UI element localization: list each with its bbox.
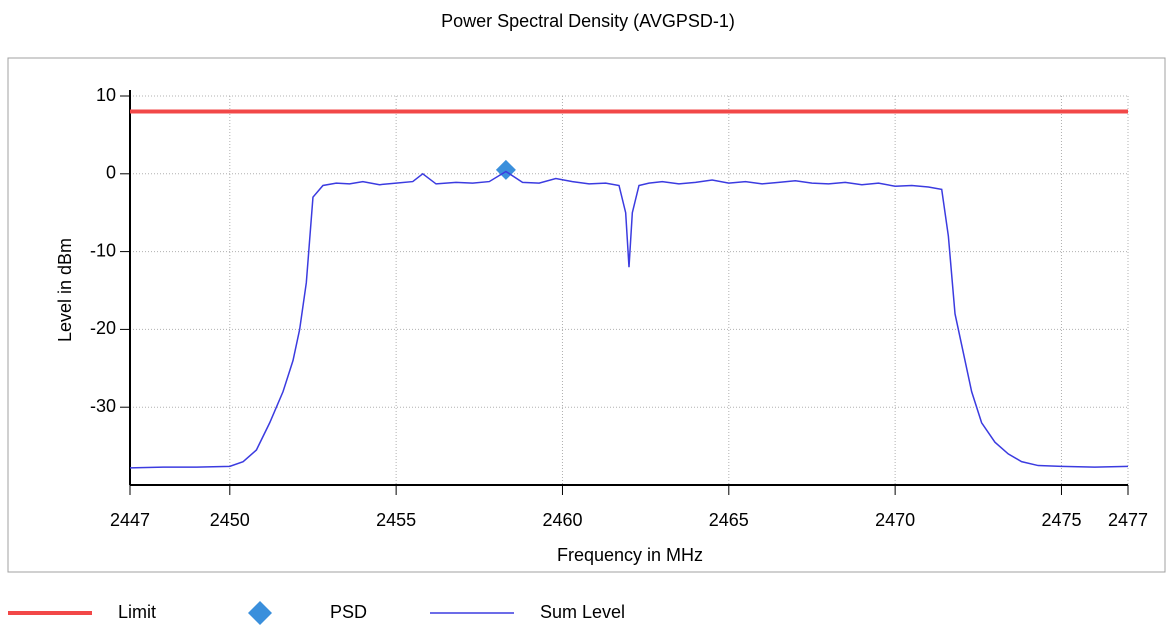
x-tick-label: 2447 [110,510,150,530]
x-tick-label: 2475 [1041,510,1081,530]
x-tick-label: 2460 [542,510,582,530]
x-axis-label: Frequency in MHz [557,545,703,565]
chart-title: Power Spectral Density (AVGPSD-1) [441,11,735,31]
x-tick-label: 2470 [875,510,915,530]
x-tick-label: 2477 [1108,510,1148,530]
series-line [129,170,1129,469]
legend-label: PSD [330,602,367,622]
legend-label: Limit [118,602,156,622]
y-tick-label: -10 [90,240,116,260]
x-tick-label: 2455 [376,510,416,530]
y-tick-label: -20 [90,318,116,338]
y-tick-label: 10 [96,85,116,105]
legend-label: Sum Level [540,602,625,622]
x-tick-label: 2465 [709,510,749,530]
y-tick-label: 0 [106,163,116,183]
y-axis-label: Level in dBm [55,238,75,342]
legend-marker [248,601,272,625]
chart-frame [7,57,1166,573]
y-tick-label: -30 [90,396,116,416]
x-tick-label: 2450 [210,510,250,530]
